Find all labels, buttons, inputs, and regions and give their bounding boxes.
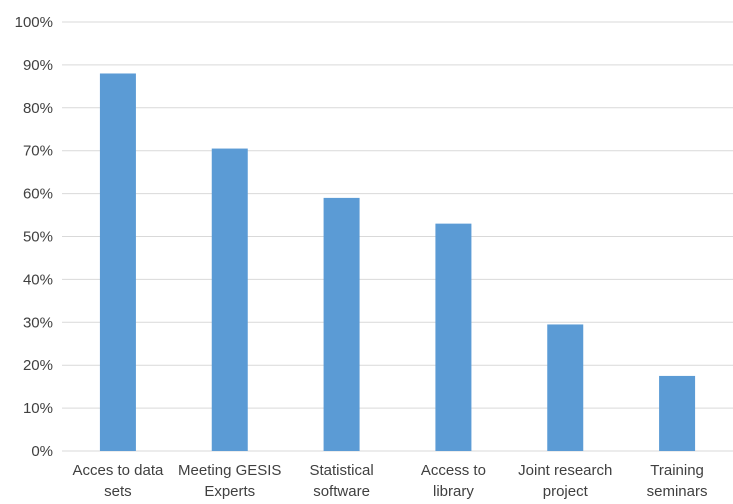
y-tick-label: 50% <box>23 229 53 246</box>
y-tick-label: 10% <box>23 400 53 417</box>
x-category-label: Meeting GESIS Experts <box>178 462 281 499</box>
x-category-label: Access to library <box>421 462 486 499</box>
y-tick-label: 40% <box>23 271 53 288</box>
x-category-label: Statistical software <box>309 462 373 499</box>
x-category-label-line: Experts <box>204 483 255 499</box>
y-tick-label: 0% <box>31 443 53 460</box>
y-tick-label: 70% <box>23 143 53 160</box>
y-tick-label: 80% <box>23 100 53 117</box>
x-category-label-line: Statistical <box>309 462 373 479</box>
x-category-label: Joint research project <box>518 462 612 499</box>
bar <box>435 223 472 451</box>
x-category-label-line: Access to <box>421 462 486 479</box>
bar <box>323 197 360 451</box>
x-category-label: Acces to data sets <box>72 462 164 499</box>
y-tick-label: 90% <box>23 57 53 74</box>
y-tick-label: 60% <box>23 186 53 203</box>
x-category-label-line: software <box>313 483 370 499</box>
bars <box>99 73 696 451</box>
x-category-label-line: library <box>433 483 474 499</box>
x-category-label-line: Training <box>650 462 704 479</box>
x-category-label-line: project <box>543 483 589 499</box>
x-axis-category-labels: Acces to data sets Meeting GESIS Experts Sta… <box>72 462 708 500</box>
x-category-label-line: Meeting GESIS <box>178 462 281 479</box>
x-category-label-line: seminars <box>647 483 708 499</box>
x-category-label-line: Acces to data <box>72 462 164 479</box>
y-tick-label: 20% <box>23 357 53 374</box>
bar <box>547 324 584 451</box>
y-tick-label: 100% <box>15 14 53 31</box>
x-category-label-line: Joint research <box>518 462 612 479</box>
bar <box>659 375 696 451</box>
y-tick-label: 30% <box>23 314 53 331</box>
gridlines <box>62 21 733 452</box>
x-category-label: Training seminars <box>647 462 708 499</box>
bar <box>211 148 248 451</box>
x-category-label-line: sets <box>104 483 132 499</box>
y-axis-tick-labels: 0% 10% 20% 30% 40% 50% 60% 70% 80% 90% 100% <box>15 14 53 460</box>
bar <box>99 73 136 451</box>
